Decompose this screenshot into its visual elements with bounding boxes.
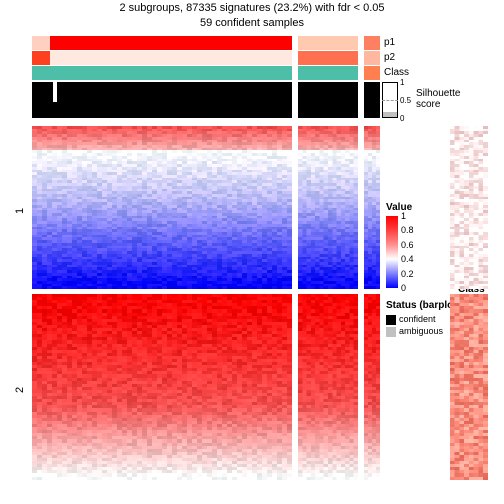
silhouette-col1 [32, 82, 292, 118]
title-line1: 2 subgroups, 87335 signatures (23.2%) wi… [0, 2, 504, 14]
silhouette-col2 [298, 82, 358, 118]
anno-p2-col3 [364, 51, 380, 65]
silhouette-col3 [364, 82, 380, 118]
value-tick-0: 1 [401, 211, 406, 221]
anno-p1-col3 [364, 36, 380, 50]
heatmap-b1-col1 [32, 126, 292, 290]
silhouette-label: Silhouette score [416, 88, 460, 110]
value-tick-1: 0.8 [401, 225, 414, 235]
heatmap-b1-col3 [364, 126, 380, 290]
anno-label-class: Class [384, 67, 409, 78]
value-tick-4: 0.2 [401, 269, 414, 279]
anno-p1-col2 [298, 36, 358, 50]
anno-class-col1 [32, 66, 292, 80]
anno-p2-col1 [32, 51, 292, 65]
heatmap-b2-col1 [32, 294, 292, 480]
prob-col-b1 [450, 126, 488, 290]
anno-label-p2: p2 [384, 52, 395, 63]
legend-status-confident: confident [386, 314, 436, 325]
title-line2: 59 confident samples [0, 17, 504, 29]
group-label-2: 2 [14, 387, 26, 393]
prob-col-b2 [450, 294, 488, 480]
heatmap-b1-col2 [298, 126, 358, 290]
anno-p1-col1 [32, 36, 292, 50]
anno-class-col3 [364, 66, 380, 80]
silh-tick-0.5: 0.5 [400, 96, 411, 105]
anno-label-p1: p1 [384, 37, 395, 48]
group-label-1: 1 [14, 208, 26, 214]
anno-class-col2 [298, 66, 358, 80]
legend-value-title: Value [386, 202, 412, 213]
heatmap-b2-col2 [298, 294, 358, 480]
value-tick-2: 0.6 [401, 240, 414, 250]
value-tick-5: 0 [401, 283, 406, 293]
legend-status-ambiguous: ambiguous [386, 326, 443, 337]
silh-tick-1: 1 [400, 78, 404, 87]
silh-tick-0: 0 [400, 114, 404, 123]
anno-p2-col2 [298, 51, 358, 65]
legend-value-colorbar [386, 216, 398, 288]
heatmap-b2-col3 [364, 294, 380, 480]
value-tick-3: 0.4 [401, 254, 414, 264]
